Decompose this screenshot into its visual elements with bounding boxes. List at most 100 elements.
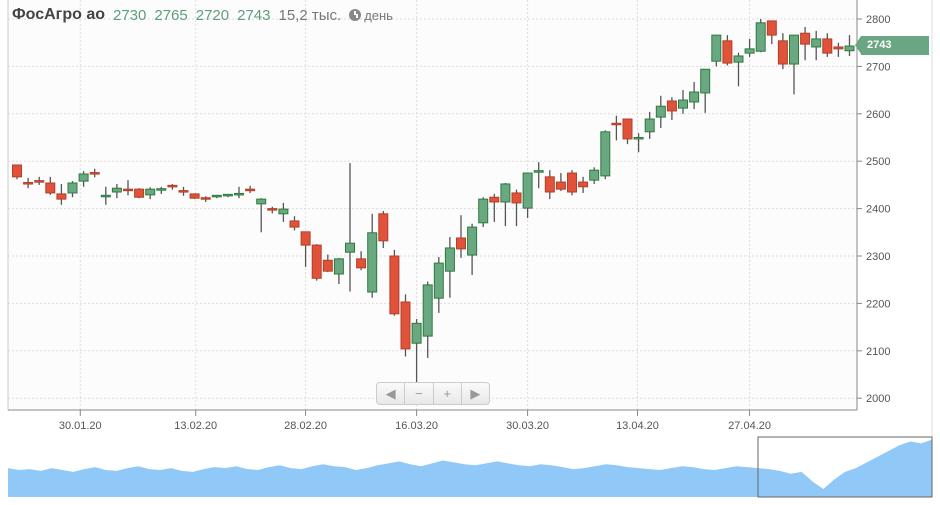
candle-body [167, 184, 178, 188]
candle-body [333, 258, 344, 275]
candle-body [389, 255, 400, 315]
zoom-out-button[interactable]: − [405, 383, 434, 404]
candle [544, 170, 555, 200]
candle [844, 35, 855, 56]
candle [167, 183, 178, 190]
candle-body [56, 193, 67, 200]
candle-body [289, 220, 300, 228]
candle [389, 249, 400, 316]
y-tick-label: 2600 [866, 109, 890, 121]
candle [511, 189, 522, 227]
candle [744, 38, 755, 57]
clock-icon [349, 9, 362, 21]
candle [189, 193, 200, 200]
candle-body [567, 172, 577, 193]
candle-body [711, 34, 722, 62]
candle [622, 118, 633, 145]
candle-body [633, 137, 644, 140]
y-tick-label: 2300 [866, 251, 890, 263]
y-tick-label: 2700 [866, 61, 890, 73]
chart-header: ФосАгро ао 2730 2765 2720 2743 15,2 тыс.… [12, 4, 393, 26]
low-value: 2720 [195, 6, 230, 24]
candle [755, 19, 766, 53]
candle [567, 170, 577, 196]
candle-body [611, 122, 622, 126]
candle-body [100, 194, 111, 198]
candle [444, 237, 455, 298]
candle [300, 231, 311, 267]
candle-body [622, 118, 633, 140]
navigator[interactable] [8, 436, 933, 498]
candle-body [744, 48, 755, 54]
candle [689, 82, 700, 110]
candle-body [789, 34, 799, 65]
candle [822, 33, 833, 57]
candle [211, 194, 222, 199]
candle-body [245, 188, 256, 192]
candle [56, 183, 67, 205]
scroll-right-button[interactable]: ▶ [470, 385, 481, 401]
grid [8, 0, 857, 410]
candle-body [467, 226, 478, 256]
last-price-tag: 2743 [855, 36, 929, 55]
period-selector[interactable]: день [349, 8, 393, 23]
candle [311, 244, 322, 281]
candle-body [234, 192, 244, 196]
close-value: 2743 [237, 6, 271, 24]
period-label: день [364, 7, 393, 23]
y-tick-label: 2500 [866, 156, 890, 168]
candle [45, 176, 56, 195]
y-tick-label: 2800 [866, 14, 890, 26]
candle-body [822, 38, 833, 54]
candle [12, 164, 22, 180]
candle [700, 68, 711, 113]
candle [23, 177, 34, 189]
candle [178, 186, 189, 196]
candle [111, 183, 122, 199]
candle-body [89, 172, 100, 175]
navigator-selection-window [757, 436, 933, 498]
navigator-series-area [8, 439, 932, 497]
candle-body [555, 181, 566, 190]
zoom-in-button[interactable]: + [434, 383, 462, 404]
candle [67, 181, 78, 198]
candle-body [844, 45, 855, 52]
candle [678, 90, 688, 114]
candle [289, 216, 300, 231]
candle-body [256, 198, 267, 205]
candle-body [678, 99, 688, 109]
scroll-left-button[interactable]: ◀ [377, 383, 406, 404]
candle [600, 130, 611, 180]
candle-body [666, 100, 677, 112]
candle [555, 173, 566, 192]
x-tick-label: 13.02.20 [174, 420, 217, 432]
candle-body [411, 322, 422, 344]
candle-body [811, 38, 822, 48]
candle-body [600, 131, 611, 177]
candle [245, 185, 256, 193]
candle [478, 197, 489, 228]
candle-body [34, 180, 45, 183]
candle [800, 27, 811, 61]
candle [367, 213, 378, 298]
candle-body [433, 262, 444, 299]
y-tick-label: 2200 [866, 298, 890, 310]
volume-value: 15,2 тыс. [278, 6, 342, 24]
candle [711, 34, 722, 67]
y-tick-label: 2400 [866, 204, 890, 216]
candle [456, 215, 466, 258]
candle [256, 198, 267, 233]
candle [200, 196, 211, 202]
candle-body [800, 32, 811, 45]
candle [467, 223, 478, 275]
candle-body [222, 193, 233, 197]
candle-body [422, 284, 433, 337]
candle-body [777, 40, 788, 65]
candle-body [311, 244, 322, 279]
candle-body [211, 194, 222, 198]
candle [411, 319, 422, 392]
candles [12, 19, 855, 392]
candle-body [267, 208, 278, 211]
candle [145, 187, 156, 200]
